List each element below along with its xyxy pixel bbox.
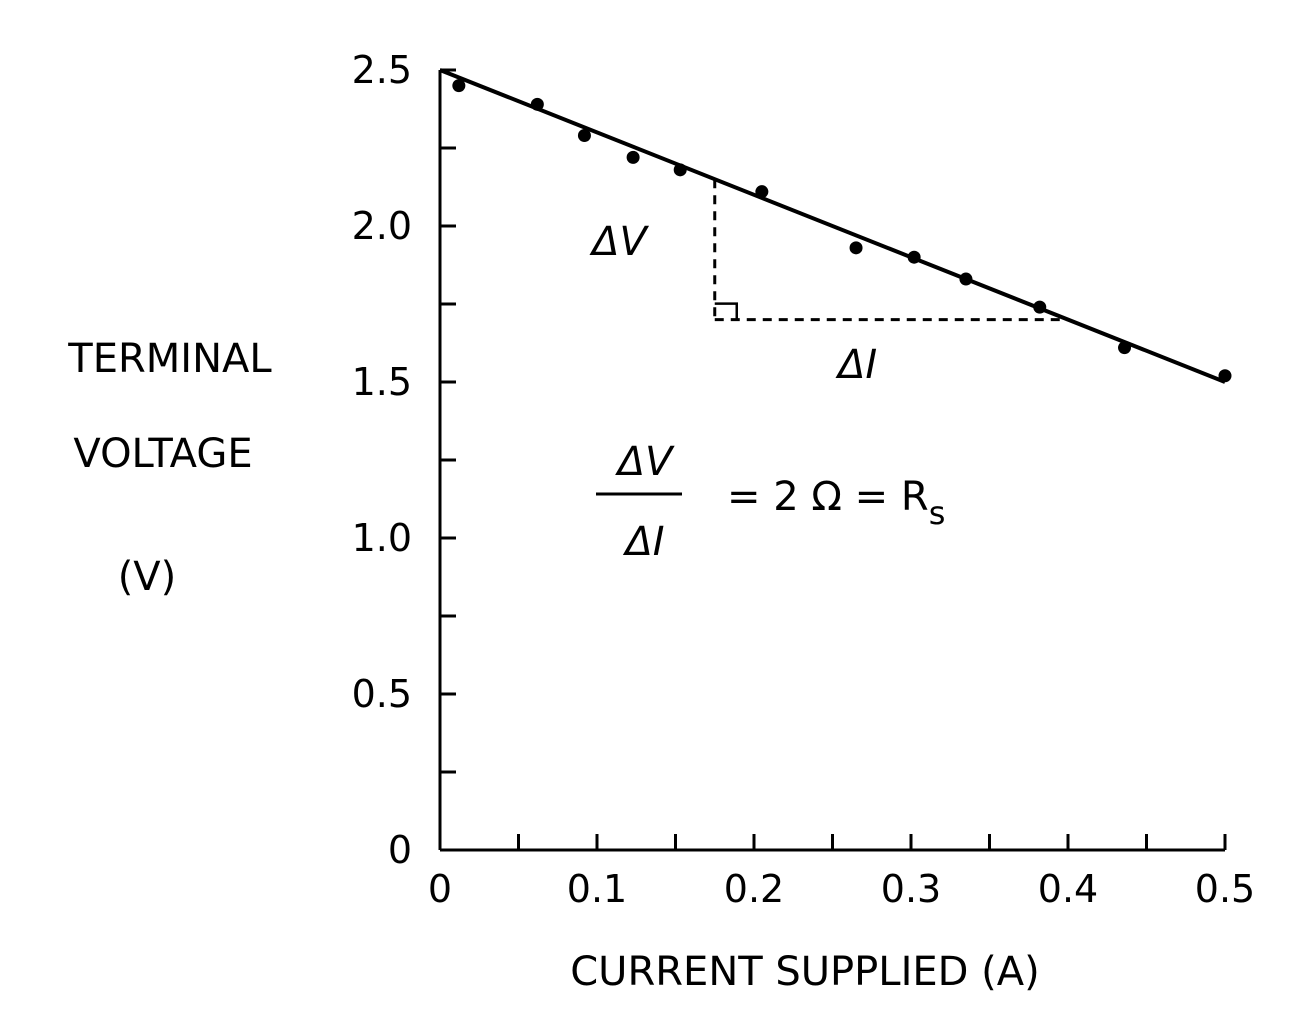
tick-labels: 0 0.1 0.2 0.3 0.4 0.5 0 0.5 1.0 1.5 2.0 2.5 [352, 48, 1256, 911]
data-point [452, 79, 466, 93]
fit-line [439, 68, 1226, 384]
ratio-numerator: ΔV [615, 439, 675, 485]
ticks [438, 68, 1227, 852]
x-tick-label: 0.1 [567, 867, 627, 911]
y-axis-label-line: (V) [118, 554, 177, 600]
x-tick-label: 0.2 [724, 867, 784, 911]
y-tick-label: 1.0 [352, 516, 412, 560]
right-angle-marker [714, 302, 738, 320]
data-point [577, 129, 591, 143]
fit-line-group [439, 68, 1226, 384]
data-point [1118, 341, 1132, 355]
data-point [626, 150, 640, 164]
x-tick-label: 0.4 [1038, 867, 1098, 911]
data-point [1218, 369, 1232, 383]
equation-subscript: s [929, 494, 946, 532]
y-tick-label: 2.5 [352, 48, 412, 92]
y-tick-label: 0 [388, 828, 412, 872]
delta-i-label: ΔI [835, 342, 877, 388]
data-point [1033, 300, 1047, 314]
y-tick-label: 0.5 [352, 672, 412, 716]
x-tick-label: 0 [428, 867, 452, 911]
y-tick-label: 2.0 [352, 204, 412, 248]
annotations: ΔV ΔI ΔV ΔI = 2 Ω = Rs [589, 219, 945, 565]
equation-main: = 2 Ω = R [727, 474, 929, 520]
data-point [530, 97, 544, 111]
y-axis-label: TERMINAL VOLTAGE (V) [67, 336, 272, 600]
data-point [959, 272, 973, 286]
y-axis-label-line: VOLTAGE [73, 431, 252, 477]
resistance-equation: = 2 Ω = Rs [727, 474, 945, 532]
data-point [673, 163, 687, 177]
data-point [907, 250, 921, 264]
axes [438, 70, 1225, 852]
x-axis-label: CURRENT SUPPLIED (A) [570, 949, 1040, 995]
slope-triangle [713, 179, 1068, 322]
x-tick-label: 0.5 [1195, 867, 1255, 911]
y-axis-label-line: TERMINAL [67, 336, 272, 382]
x-tick-label: 0.3 [881, 867, 941, 911]
data-points [452, 79, 1232, 383]
data-point [755, 185, 769, 199]
delta-v-label: ΔV [589, 219, 649, 265]
y-tick-label: 1.5 [352, 360, 412, 404]
ratio-denominator: ΔI [622, 519, 664, 565]
data-point [849, 241, 863, 255]
